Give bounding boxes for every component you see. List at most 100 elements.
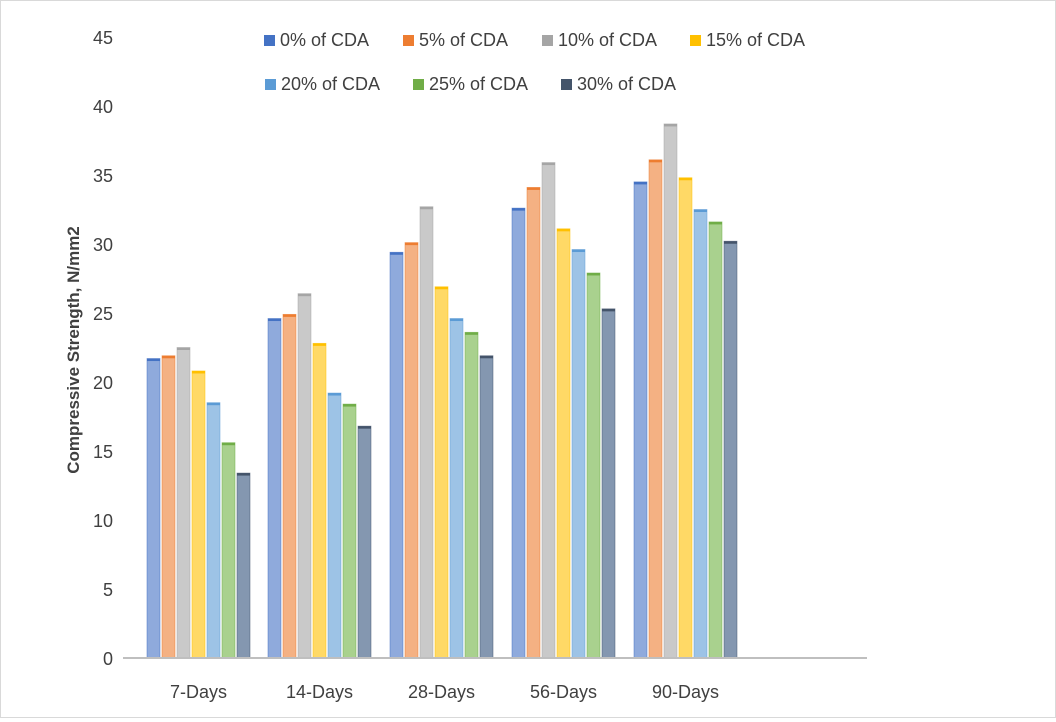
- bar: [297, 293, 312, 659]
- y-tick-label: 5: [103, 580, 113, 600]
- bar: [479, 355, 494, 659]
- legend-label: 30% of CDA: [577, 74, 676, 94]
- bar: [633, 181, 648, 659]
- bar-top-edge: [435, 286, 448, 290]
- legend-label: 5% of CDA: [419, 30, 508, 50]
- bar-top-edge: [694, 209, 707, 212]
- bar-top-edge: [679, 177, 692, 181]
- y-axis-title: Compressive Strength, N/mm2: [64, 226, 83, 474]
- y-tick-label: 30: [93, 235, 113, 255]
- bar-top-edge: [709, 221, 722, 225]
- y-tick-label: 20: [93, 373, 113, 393]
- bar-top-edge: [162, 355, 175, 359]
- y-tick-label: 25: [93, 304, 113, 324]
- bar-top-edge: [405, 242, 418, 246]
- bar-top-edge: [602, 308, 615, 312]
- bar: [327, 392, 342, 659]
- bar-top-edge: [268, 318, 281, 322]
- y-tick-label: 10: [93, 511, 113, 531]
- bar: [464, 331, 479, 659]
- bar: [389, 251, 404, 659]
- bar-top-edge: [664, 123, 677, 127]
- y-tick-label: 15: [93, 442, 113, 462]
- x-tick-label: 14-Days: [286, 682, 353, 702]
- bar: [571, 249, 586, 659]
- legend-label: 10% of CDA: [558, 30, 657, 50]
- bar-top-edge: [283, 314, 296, 317]
- bar-top-edge: [147, 358, 160, 362]
- y-tick-label: 0: [103, 649, 113, 669]
- bar-top-edge: [420, 206, 433, 210]
- bar-top-edge: [572, 249, 585, 253]
- bar: [404, 242, 419, 659]
- bar: [511, 207, 526, 659]
- bar: [541, 162, 556, 659]
- bar-top-edge: [527, 187, 540, 190]
- legend-swatch: [561, 79, 572, 90]
- bar-top-edge: [724, 241, 737, 244]
- legend-label: 25% of CDA: [429, 74, 528, 94]
- bar: [723, 240, 738, 659]
- bar: [526, 187, 541, 659]
- bar-top-edge: [450, 318, 463, 322]
- legend-swatch: [542, 35, 553, 46]
- bar-top-edge: [192, 370, 205, 374]
- legend-label: 20% of CDA: [281, 74, 380, 94]
- bar: [282, 313, 297, 659]
- y-tick-label: 35: [93, 166, 113, 186]
- bar-top-edge: [343, 404, 356, 407]
- legend-label: 0% of CDA: [280, 30, 369, 50]
- x-tick-label: 56-Days: [530, 682, 597, 702]
- legend-swatch: [264, 35, 275, 46]
- bar: [693, 209, 708, 659]
- bar-top-edge: [587, 272, 600, 276]
- bar-top-edge: [222, 442, 235, 446]
- bar: [206, 402, 221, 659]
- bar: [556, 228, 571, 659]
- bar-top-edge: [207, 402, 220, 406]
- bar-top-edge: [634, 181, 647, 185]
- x-tick-label: 90-Days: [652, 682, 719, 702]
- bar-top-edge: [328, 393, 341, 396]
- bar-top-edge: [177, 347, 190, 350]
- bar-top-edge: [358, 426, 371, 429]
- bar: [221, 442, 236, 659]
- bar-top-edge: [390, 252, 403, 255]
- bar: [648, 159, 663, 659]
- x-tick-label: 7-Days: [170, 682, 227, 702]
- legend-label: 15% of CDA: [706, 30, 805, 50]
- bar: [176, 347, 191, 659]
- bar: [434, 286, 449, 659]
- legend-swatch: [265, 79, 276, 90]
- bar-top-edge: [512, 208, 525, 211]
- bar-top-edge: [465, 332, 478, 335]
- bar: [357, 425, 372, 659]
- bar-top-edge: [480, 355, 493, 359]
- bar-top-edge: [237, 473, 250, 476]
- bar-top-edge: [298, 293, 311, 297]
- bar: [449, 318, 464, 659]
- legend-swatch: [690, 35, 701, 46]
- bar-top-edge: [649, 159, 662, 163]
- y-tick-label: 40: [93, 97, 113, 117]
- bar: [586, 272, 601, 659]
- bar: [236, 472, 251, 659]
- bar: [678, 177, 693, 659]
- bar-top-edge: [313, 343, 326, 346]
- bar: [191, 370, 206, 659]
- bar-top-edge: [557, 228, 570, 232]
- bar: [161, 355, 176, 659]
- legend-swatch: [413, 79, 424, 90]
- bar-top-edge: [542, 162, 555, 166]
- bar: [267, 318, 282, 659]
- y-tick-label: 45: [93, 28, 113, 48]
- bar: [146, 358, 161, 659]
- x-tick-label: 28-Days: [408, 682, 475, 702]
- bar: [708, 221, 723, 659]
- bar: [312, 342, 327, 659]
- bar: [342, 403, 357, 659]
- bar: [601, 308, 616, 659]
- bar: [419, 206, 434, 659]
